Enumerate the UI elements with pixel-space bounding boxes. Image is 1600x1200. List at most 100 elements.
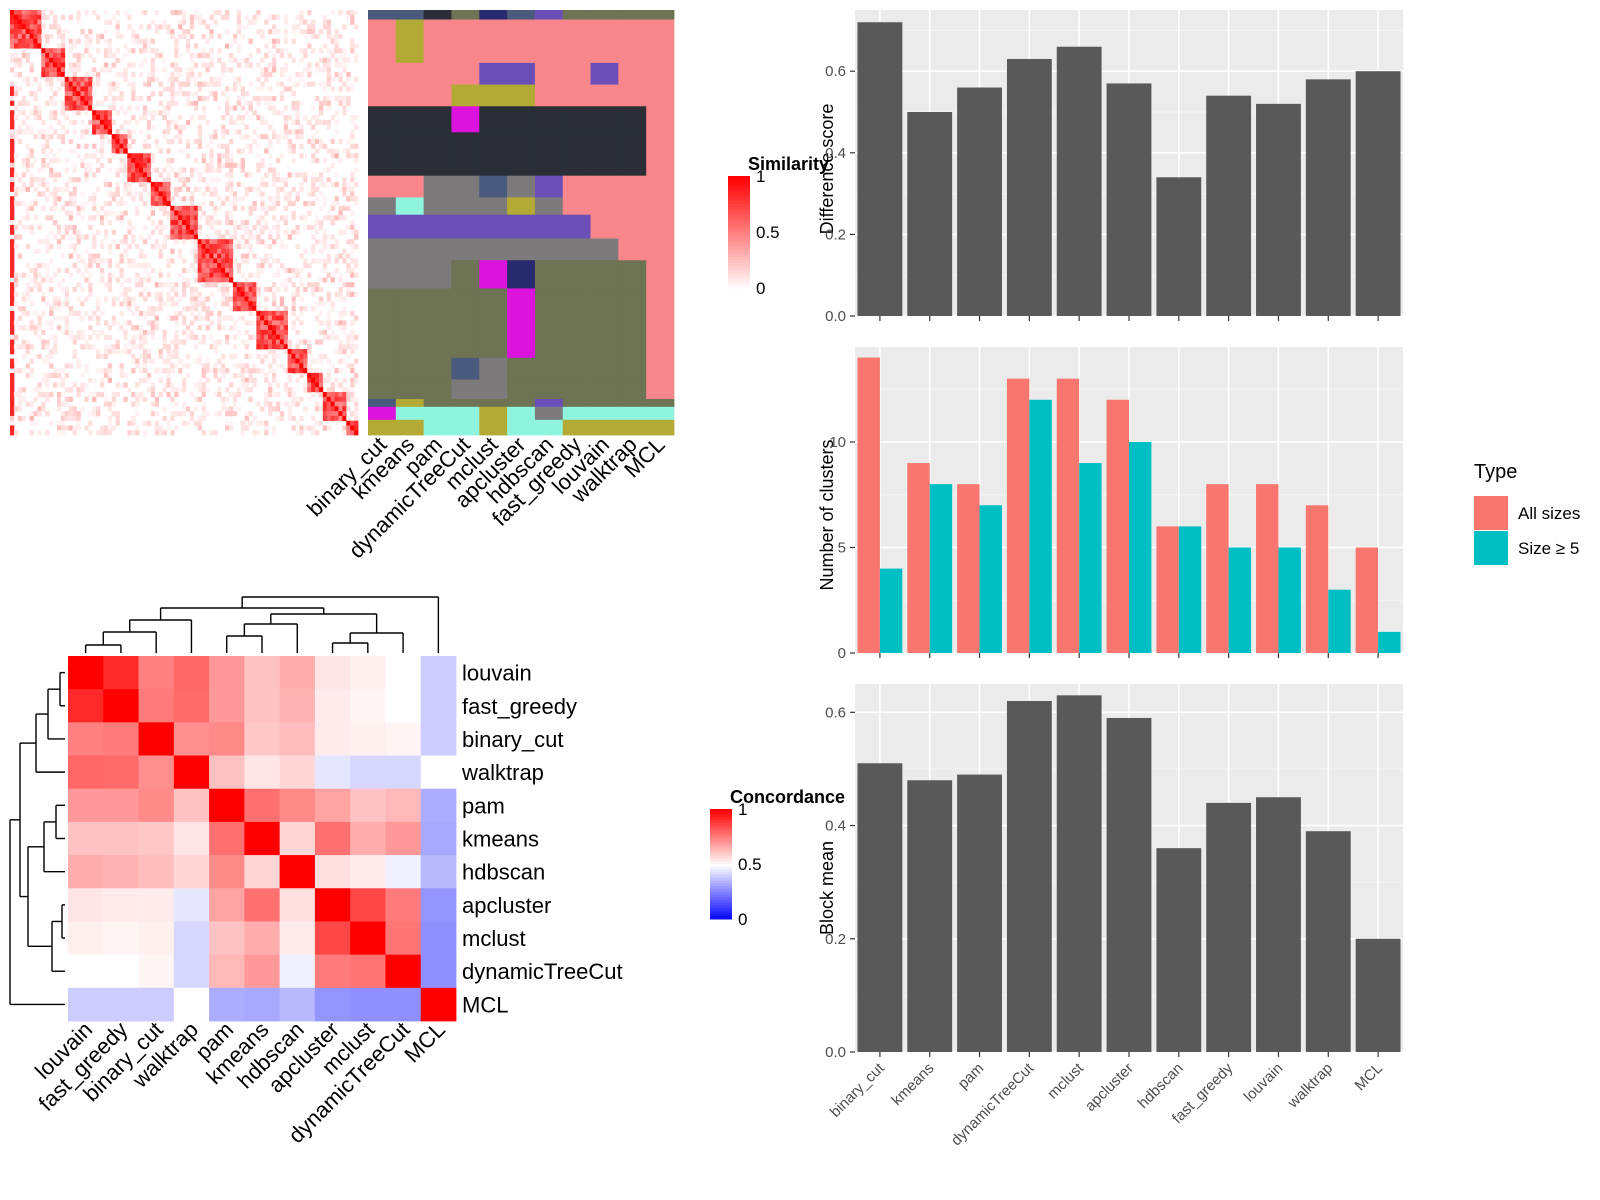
similarity-cell [170, 196, 175, 202]
similarity-cell [162, 105, 167, 111]
similarity-cell [299, 129, 304, 135]
similarity-legend-swatch [728, 192, 750, 197]
similarity-cell [354, 243, 359, 250]
similarity-cell [338, 320, 343, 326]
similarity-cell [228, 411, 234, 417]
similarity-cell [311, 33, 316, 40]
similarity-cell [225, 95, 230, 102]
similarity-cell [76, 153, 81, 159]
legend-label-all-sizes: All sizes [1518, 504, 1580, 523]
similarity-cell [56, 301, 62, 307]
similarity-cell [193, 382, 199, 388]
similarity-cell [33, 353, 38, 359]
similarity-cell [76, 14, 81, 20]
similarity-cell [182, 215, 187, 221]
similarity-cell [244, 143, 249, 149]
similarity-cell [166, 392, 171, 398]
similarity-cell [13, 86, 19, 92]
similarity-cell [158, 224, 163, 231]
similarity-cell [56, 267, 62, 274]
similarity-cell [225, 425, 230, 431]
similarity-cell [248, 234, 253, 240]
concordance-legend-swatch [710, 913, 732, 917]
concordance-cell [385, 656, 422, 690]
similarity-cell [271, 334, 277, 340]
similarity-cell [17, 406, 23, 412]
similarity-cell [13, 62, 19, 68]
similarity-cell [154, 282, 159, 288]
similarity-cell [201, 158, 206, 164]
similarity-cell [68, 196, 73, 202]
similarity-cell [252, 286, 257, 293]
similarity-cell [311, 286, 316, 293]
assignment-cell [479, 260, 508, 289]
similarity-cell [174, 186, 179, 192]
similarity-cell [271, 205, 277, 211]
similarity-cell [283, 334, 289, 340]
similarity-cell [10, 420, 15, 426]
similarity-cell [53, 339, 58, 345]
similarity-cell [92, 396, 97, 402]
similarity-cell [256, 239, 261, 245]
similarity-cell [56, 306, 62, 312]
similarity-cell [96, 430, 101, 436]
similarity-cell [201, 95, 206, 102]
similarity-cell [228, 158, 234, 164]
similarity-legend-tick: 0.5 [756, 223, 780, 242]
similarity-cell [76, 67, 81, 73]
similarity-cell [303, 153, 308, 159]
similarity-cell [13, 201, 19, 207]
similarity-cell [193, 258, 199, 264]
similarity-cell [256, 420, 261, 426]
similarity-cell [350, 411, 355, 417]
similarity-cell [248, 396, 253, 402]
assignment-cell [507, 214, 536, 239]
similarity-cell [21, 387, 27, 393]
similarity-cell [10, 344, 15, 350]
similarity-cell [189, 248, 195, 254]
similarity-cell [213, 430, 218, 436]
similarity-cell [326, 253, 332, 259]
similarity-cell [338, 86, 343, 92]
similarity-cell [326, 29, 332, 35]
similarity-cell [260, 95, 265, 102]
similarity-cell [182, 220, 187, 226]
similarity-cell [221, 124, 226, 130]
similarity-cell [10, 325, 15, 331]
similarity-cell [162, 387, 167, 393]
similarity-cell [303, 172, 308, 178]
similarity-cell [338, 272, 343, 278]
similarity-cell [279, 296, 285, 302]
similarity-cell [201, 52, 206, 59]
similarity-cell [142, 224, 148, 231]
assignment-cell [534, 106, 564, 133]
similarity-cell [162, 110, 167, 116]
assignment-cell [507, 62, 536, 85]
assignment-cell [534, 214, 564, 239]
concordance-cell [103, 788, 139, 823]
similarity-cell [17, 129, 23, 135]
similarity-cell [76, 229, 81, 235]
concordance-cell [314, 921, 351, 956]
similarity-cell [271, 110, 277, 116]
concordance-cell [138, 755, 175, 790]
similarity-cell [131, 224, 136, 231]
similarity-cell [236, 100, 242, 106]
similarity-cell [299, 48, 304, 54]
similarity-cell [107, 377, 113, 383]
similarity-cell [131, 344, 136, 350]
similarity-cell [131, 239, 136, 245]
similarity-cell [209, 248, 214, 254]
similarity-cell [303, 215, 308, 221]
similarity-cell [80, 105, 85, 111]
similarity-cell [189, 201, 195, 207]
similarity-cell [299, 339, 304, 345]
similarity-cell [56, 76, 62, 83]
similarity-cell [209, 138, 214, 145]
similarity-cell [72, 339, 77, 345]
similarity-cell [135, 358, 140, 364]
similarity-cell [135, 306, 140, 312]
similarity-cell [178, 148, 183, 154]
similarity-cell [268, 243, 273, 250]
similarity-cell [13, 277, 19, 283]
